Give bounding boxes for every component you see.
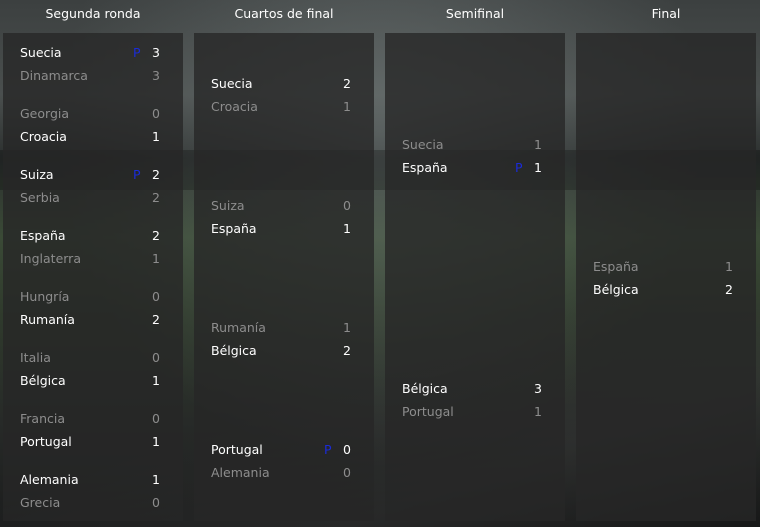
team-score: 1	[343, 98, 351, 114]
team-score: 1	[534, 136, 542, 152]
team-name: Francia	[20, 411, 66, 426]
penalty-marker: P	[133, 45, 141, 60]
team-score: 0	[343, 464, 351, 480]
round-panel	[385, 33, 565, 521]
team-score: 1	[343, 220, 351, 236]
team-name: Bélgica	[20, 373, 66, 388]
team-name: Rumanía	[20, 312, 75, 327]
penalty-marker: P	[515, 159, 523, 175]
round-title: Final	[651, 6, 681, 21]
team-score: 1	[152, 472, 160, 487]
team-name: Suiza	[20, 167, 54, 182]
team-score: 2	[152, 167, 160, 182]
team-score: 2	[152, 312, 160, 327]
team-name: España	[593, 258, 639, 274]
team-name: Italia	[20, 350, 51, 365]
team-score: 3	[152, 68, 160, 83]
team-score: 1	[725, 258, 733, 274]
team-score: 0	[152, 411, 160, 426]
team-name: Georgia	[20, 106, 70, 121]
team-name: Bélgica	[593, 281, 639, 297]
team-score: 2	[725, 281, 733, 297]
team-score: 3	[152, 45, 160, 60]
team-score: 2	[152, 190, 160, 205]
team-score: 0	[152, 350, 160, 365]
team-score: 0	[343, 441, 351, 457]
team-name: España	[20, 228, 66, 243]
team-score: 2	[343, 75, 351, 91]
team-score: 1	[152, 373, 160, 388]
team-score: 0	[343, 197, 351, 213]
round-panel	[194, 33, 374, 521]
team-score: 1	[534, 403, 542, 419]
team-name: Portugal	[211, 441, 263, 457]
penalty-marker: P	[133, 167, 141, 182]
team-name: Rumanía	[211, 319, 266, 335]
team-name: España	[211, 220, 257, 236]
team-score: 0	[152, 289, 160, 304]
team-name: Bélgica	[211, 342, 257, 358]
team-score: 1	[152, 129, 160, 144]
round-panel	[3, 33, 183, 521]
team-name: España	[402, 159, 448, 175]
team-name: Croacia	[20, 129, 67, 144]
team-score: 1	[343, 319, 351, 335]
team-score: 0	[152, 106, 160, 121]
round-title: Segunda ronda	[45, 6, 141, 21]
team-name: Portugal	[20, 434, 72, 449]
team-score: 2	[343, 342, 351, 358]
team-name: Serbia	[20, 190, 60, 205]
team-name: Suecia	[402, 136, 444, 152]
round-title: Cuartos de final	[234, 6, 334, 21]
team-score: 1	[534, 159, 542, 175]
round-title: Semifinal	[445, 6, 505, 21]
team-name: Grecia	[20, 495, 61, 510]
team-name: Hungría	[20, 289, 70, 304]
team-name: Inglaterra	[20, 251, 81, 266]
team-name: Croacia	[211, 98, 258, 114]
team-score: 1	[152, 434, 160, 449]
team-name: Suecia	[211, 75, 253, 91]
round-panel	[576, 33, 756, 521]
team-name: Dinamarca	[20, 68, 88, 83]
team-score: 1	[152, 251, 160, 266]
team-name: Bélgica	[402, 380, 448, 396]
team-name: Alemania	[211, 464, 270, 480]
team-score: 2	[152, 228, 160, 243]
penalty-marker: P	[324, 441, 332, 457]
team-score: 3	[534, 380, 542, 396]
team-name: Suiza	[211, 197, 245, 213]
team-name: Portugal	[402, 403, 454, 419]
team-score: 0	[152, 495, 160, 510]
team-name: Suecia	[20, 45, 62, 60]
team-name: Alemania	[20, 472, 79, 487]
